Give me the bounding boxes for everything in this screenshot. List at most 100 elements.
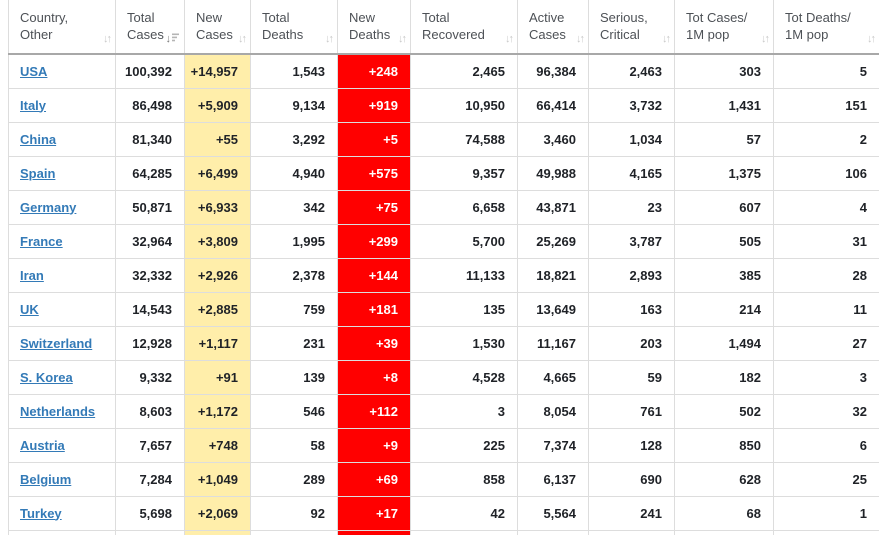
- country-link[interactable]: Iran: [20, 267, 44, 283]
- col-header-tot-cases-1m[interactable]: Tot Cases/ 1M pop ↓↑: [674, 0, 774, 55]
- sort-toggle-icon[interactable]: ↓↑: [238, 33, 247, 45]
- table-body: USA 100,392 +14,957 1,543 +248 2,465 96,…: [8, 53, 879, 530]
- table-row: Switzerland 12,928 +1,117 231 +39 1,530 …: [8, 325, 879, 360]
- table-row: Iran 32,332 +2,926 2,378 +144 11,133 18,…: [8, 257, 879, 292]
- total-cases-cell: 100,392: [115, 53, 185, 88]
- new-deaths-cell: +112: [337, 393, 411, 428]
- sort-toggle-icon[interactable]: ↓↑: [662, 33, 671, 45]
- tot-cases-1m-cell: 57: [674, 121, 774, 156]
- sort-toggle-icon[interactable]: ↓↑: [398, 33, 407, 45]
- country-link[interactable]: Germany: [20, 199, 77, 215]
- active-cases-cell: 96,384: [517, 53, 589, 88]
- table-row: Germany 50,871 +6,933 342 +75 6,658 43,8…: [8, 189, 879, 224]
- active-cases-cell: 4,665: [517, 359, 589, 394]
- sort-toggle-icon[interactable]: ↓↑: [325, 33, 334, 45]
- total-recovered-cell: 3: [410, 393, 518, 428]
- col-header-country[interactable]: Country, Other ↓↑: [8, 0, 116, 55]
- total-cases-cell: 81,340: [115, 121, 185, 156]
- country-link[interactable]: USA: [20, 63, 48, 79]
- country-link[interactable]: Netherlands: [20, 403, 96, 419]
- total-recovered-cell: 10,950: [410, 87, 518, 122]
- tot-cases-1m-cell: 850: [674, 427, 774, 462]
- total-cases-cell: 12,928: [115, 325, 185, 360]
- serious-critical-cell: 761: [588, 393, 675, 428]
- total-cases-cell: 5,698: [115, 495, 185, 530]
- country-link[interactable]: Italy: [20, 97, 47, 113]
- country-link[interactable]: Belgium: [20, 471, 72, 487]
- tot-cases-1m-cell: 607: [674, 189, 774, 224]
- serious-critical-cell: 2,463: [588, 53, 675, 88]
- serious-critical-cell: 3,732: [588, 87, 675, 122]
- sort-toggle-icon[interactable]: ↓↑: [103, 33, 112, 45]
- active-cases-cell: 13,649: [517, 291, 589, 326]
- tot-deaths-1m-cell: 11: [773, 291, 879, 326]
- serious-critical-cell: 163: [588, 291, 675, 326]
- country-link[interactable]: Switzerland: [20, 335, 93, 351]
- new-cases-cell: +2,926: [184, 257, 251, 292]
- country-cell: Austria: [8, 427, 116, 462]
- total-deaths-cell: 759: [250, 291, 338, 326]
- total-deaths-cell: 1,543: [250, 53, 338, 88]
- total-deaths-cell: 546: [250, 393, 338, 428]
- total-recovered-cell: 4,528: [410, 359, 518, 394]
- sort-toggle-icon[interactable]: ↓↑: [761, 33, 770, 45]
- tot-deaths-1m-cell: 32: [773, 393, 879, 428]
- serious-critical-cell: 1,034: [588, 121, 675, 156]
- table-row: Belgium 7,284 +1,049 289 +69 858 6,137 6…: [8, 461, 879, 496]
- tot-deaths-1m-cell: 4: [773, 189, 879, 224]
- country-cell: Belgium: [8, 461, 116, 496]
- country-link[interactable]: Spain: [20, 165, 56, 181]
- country-link[interactable]: S. Korea: [20, 369, 73, 385]
- new-deaths-cell: +144: [337, 257, 411, 292]
- col-header-tot-deaths-1m[interactable]: Tot Deaths/ 1M pop ↓↑: [773, 0, 879, 55]
- col-header-total-cases[interactable]: Total Cases ↓: [115, 0, 185, 55]
- tot-deaths-1m-cell: 1: [773, 495, 879, 530]
- tot-deaths-1m-cell: 106: [773, 155, 879, 190]
- active-cases-cell: 18,821: [517, 257, 589, 292]
- total-cases-cell: 32,332: [115, 257, 185, 292]
- covid-stats-table: Country, Other ↓↑ Total Cases ↓ New Case…: [8, 0, 879, 535]
- new-cases-cell: +91: [184, 359, 251, 394]
- col-header-new-deaths[interactable]: New Deaths ↓↑: [337, 0, 411, 55]
- sort-desc-icon[interactable]: ↓: [166, 33, 179, 45]
- table-header: Country, Other ↓↑ Total Cases ↓ New Case…: [8, 0, 879, 55]
- total-deaths-cell: 58: [250, 427, 338, 462]
- total-cases-cell: 14,543: [115, 291, 185, 326]
- table-row: UK 14,543 +2,885 759 +181 135 13,649 163…: [8, 291, 879, 326]
- active-cases-cell: 25,269: [517, 223, 589, 258]
- country-link[interactable]: UK: [20, 301, 39, 317]
- col-header-total-deaths[interactable]: Total Deaths ↓↑: [250, 0, 338, 55]
- col-header-active-cases[interactable]: Active Cases ↓↑: [517, 0, 589, 55]
- sort-toggle-icon[interactable]: ↓↑: [505, 33, 514, 45]
- country-link[interactable]: China: [20, 131, 57, 147]
- sort-toggle-icon[interactable]: ↓↑: [867, 33, 876, 45]
- new-cases-cell: +2,885: [184, 291, 251, 326]
- partial-next-row: [8, 529, 879, 535]
- new-cases-cell: +5,909: [184, 87, 251, 122]
- tot-cases-1m-cell: 1,375: [674, 155, 774, 190]
- table-row: Spain 64,285 +6,499 4,940 +575 9,357 49,…: [8, 155, 879, 190]
- tot-deaths-1m-cell: 25: [773, 461, 879, 496]
- col-header-total-recovered[interactable]: Total Recovered ↓↑: [410, 0, 518, 55]
- country-cell: Iran: [8, 257, 116, 292]
- country-link[interactable]: Austria: [20, 437, 65, 453]
- new-deaths-cell: +299: [337, 223, 411, 258]
- total-deaths-cell: 139: [250, 359, 338, 394]
- total-recovered-cell: 42: [410, 495, 518, 530]
- total-cases-cell: 9,332: [115, 359, 185, 394]
- tot-cases-1m-cell: 214: [674, 291, 774, 326]
- col-header-serious-critical[interactable]: Serious, Critical ↓↑: [588, 0, 675, 55]
- country-link[interactable]: Turkey: [20, 505, 62, 521]
- country-cell: Switzerland: [8, 325, 116, 360]
- table-row: Austria 7,657 +748 58 +9 225 7,374 128 8…: [8, 427, 879, 462]
- country-link[interactable]: France: [20, 233, 63, 249]
- col-header-new-cases[interactable]: New Cases ↓↑: [184, 0, 251, 55]
- active-cases-cell: 3,460: [517, 121, 589, 156]
- serious-critical-cell: 4,165: [588, 155, 675, 190]
- country-cell: S. Korea: [8, 359, 116, 394]
- new-cases-cell: +1,049: [184, 461, 251, 496]
- sort-toggle-icon[interactable]: ↓↑: [576, 33, 585, 45]
- active-cases-cell: 11,167: [517, 325, 589, 360]
- active-cases-cell: 5,564: [517, 495, 589, 530]
- new-cases-cell: +3,809: [184, 223, 251, 258]
